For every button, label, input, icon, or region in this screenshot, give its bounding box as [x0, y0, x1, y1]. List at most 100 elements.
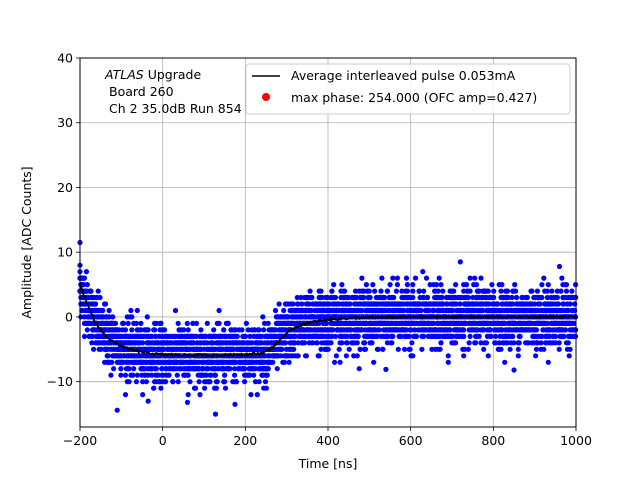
- scatter-point: [222, 372, 228, 378]
- scatter-point: [122, 327, 129, 333]
- scatter-point: [190, 320, 196, 326]
- scatter-point: [140, 379, 146, 385]
- scatter-point: [306, 301, 312, 307]
- scatter-point: [473, 282, 480, 288]
- scatter-point: [420, 269, 426, 275]
- scatter-point: [387, 282, 393, 288]
- y-tick-label: 40: [57, 51, 73, 66]
- scatter-point: [298, 294, 304, 301]
- scatter-point: [333, 353, 339, 359]
- scatter-point: [485, 353, 491, 359]
- scatter-point: [485, 288, 491, 294]
- scatter-point: [112, 320, 119, 326]
- scatter-point: [211, 327, 217, 333]
- scatter-point: [308, 307, 314, 314]
- scatter-point: [263, 385, 269, 391]
- scatter-point: [122, 392, 129, 398]
- scatter-point: [374, 333, 380, 339]
- scatter-point: [389, 340, 395, 346]
- scatter-point: [152, 333, 159, 339]
- scatter-point: [553, 333, 559, 339]
- scatter-point: [261, 327, 267, 333]
- scatter-point: [487, 327, 493, 333]
- scatter-point: [155, 372, 161, 378]
- scatter-point: [328, 340, 334, 346]
- scatter-point: [121, 320, 127, 326]
- scatter-point: [478, 340, 484, 346]
- scatter-point: [563, 327, 569, 333]
- scatter-point: [212, 372, 219, 378]
- scatter-point: [362, 346, 369, 352]
- scatter-point: [352, 288, 359, 294]
- scatter-point: [270, 359, 276, 365]
- scatter-point: [242, 333, 249, 339]
- scatter-point: [129, 327, 135, 333]
- scatter-point: [398, 333, 404, 339]
- scatter-point: [478, 275, 484, 281]
- scatter-point: [438, 282, 444, 288]
- legend-dot-marker: [262, 93, 270, 101]
- scatter-point: [102, 301, 109, 307]
- scatter-point: [316, 353, 322, 359]
- scatter-point: [409, 340, 415, 346]
- scatter-point: [95, 288, 101, 294]
- scatter-point: [242, 379, 248, 385]
- scatter-point: [162, 327, 168, 333]
- scatter-point: [431, 307, 437, 314]
- scatter-point: [384, 333, 390, 339]
- scatter-point: [370, 282, 376, 288]
- scatter-point: [303, 353, 309, 359]
- scatter-point: [346, 346, 352, 352]
- scatter-point: [106, 314, 112, 320]
- scatter-point: [91, 346, 97, 352]
- legend-entry-average: Average interleaved pulse 0.053mA: [291, 68, 516, 83]
- scatter-point: [318, 346, 324, 352]
- scatter-point: [108, 372, 114, 378]
- scatter-point: [309, 294, 315, 301]
- scatter-point: [403, 327, 410, 333]
- scatter-point: [138, 327, 144, 333]
- scatter-point: [299, 301, 305, 307]
- scatter-point: [541, 275, 547, 281]
- scatter-point: [329, 333, 335, 339]
- scatter-point: [481, 327, 487, 333]
- scatter-point: [342, 288, 348, 294]
- scatter-point: [354, 353, 360, 359]
- scatter-point: [140, 340, 146, 346]
- scatter-point: [410, 294, 416, 301]
- scatter-point: [393, 288, 399, 294]
- scatter-point: [243, 320, 249, 326]
- scatter-point: [556, 346, 562, 352]
- scatter-point: [371, 359, 377, 365]
- annotation-line-2: Board 260: [109, 84, 174, 99]
- scatter-point: [84, 327, 90, 333]
- scatter-point: [566, 353, 572, 359]
- scatter-outlier-point: [114, 407, 120, 413]
- scatter-point: [507, 346, 513, 352]
- scatter-point: [357, 346, 363, 352]
- scatter-point: [281, 307, 287, 314]
- scatter-point: [431, 320, 437, 326]
- scatter-point: [212, 411, 219, 417]
- scatter-point: [222, 379, 228, 385]
- scatter-point: [216, 320, 222, 326]
- scatter-point: [129, 314, 135, 320]
- scatter-point: [166, 372, 172, 378]
- scatter-point: [453, 282, 459, 288]
- scatter-point: [153, 320, 159, 326]
- scatter-point: [214, 379, 220, 385]
- scatter-point: [489, 282, 495, 288]
- scatter-point: [429, 346, 435, 352]
- scatter-point: [413, 333, 420, 339]
- scatter-point: [88, 288, 94, 294]
- scatter-point: [410, 288, 416, 294]
- y-tick-label: 20: [57, 180, 73, 195]
- scatter-point: [248, 392, 254, 398]
- scatter-outlier-point: [556, 263, 563, 270]
- scatter-point: [439, 294, 445, 301]
- scatter-point: [517, 333, 523, 339]
- y-axis-label: Amplitude [ADC Counts]: [19, 166, 34, 318]
- scatter-point: [565, 340, 571, 346]
- scatter-point: [222, 385, 229, 391]
- scatter-point: [89, 340, 95, 346]
